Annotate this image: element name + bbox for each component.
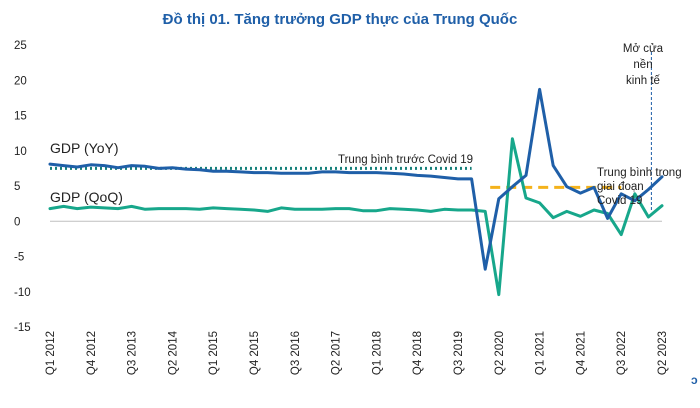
y-tick-label: 25	[14, 40, 27, 52]
x-tick-label: Q2 2020	[494, 331, 506, 375]
y-tick-label: -10	[14, 287, 31, 299]
y-tick-label: -15	[14, 322, 31, 334]
y-tick-label: 15	[14, 111, 27, 123]
x-tick-label: Q4 2021	[575, 331, 587, 375]
x-tick-label: Q1 2015	[208, 331, 220, 375]
x-tick-label: Q2 2014	[167, 330, 179, 375]
x-tick-label: Q3 2022	[616, 331, 628, 375]
x-tick-label: Q2 2017	[331, 331, 343, 375]
series-lines	[48, 87, 664, 297]
covid-average-label: Trung bình trong giai đoạn Covid 19	[597, 167, 682, 207]
x-tick-label: Q1 2021	[535, 331, 547, 375]
x-tick-label: Q2 2023	[657, 331, 669, 375]
y-tick-label: 5	[14, 181, 20, 193]
y-tick-label: -5	[14, 252, 24, 264]
x-tick-label: Q3 2019	[453, 331, 465, 375]
reopening-label: Mở cửa nền kinh tế	[623, 43, 664, 87]
series-label-qoq: GDP (QoQ)	[50, 189, 123, 205]
pre-covid-average-label: Trung bình trước Covid 19	[338, 154, 473, 166]
gdp-qoq-line	[48, 137, 664, 297]
x-tick-label: Q1 2012	[45, 331, 57, 375]
y-tick-label: 20	[14, 75, 27, 87]
x-axis: Q1 2012 Q4 2012 Q3 2013 Q2 2014 Q1 2015 Q4 20…	[45, 330, 669, 375]
y-tick-label: 10	[14, 146, 27, 158]
series-labels: GDP (YoY) GDP (QoQ) Trung bình trước Covid…	[50, 43, 682, 207]
y-tick-label: 0	[14, 216, 20, 228]
corner-mark: ɔ	[691, 373, 698, 387]
x-tick-label: Q4 2015	[249, 331, 261, 375]
x-tick-label: Q3 2016	[290, 331, 302, 375]
x-tick-label: Q4 2018	[412, 331, 424, 375]
x-tick-label: Q1 2018	[371, 331, 383, 375]
x-tick-label: Q3 2013	[127, 331, 139, 375]
x-tick-label: Q4 2012	[86, 331, 98, 375]
gdp-yoy-line	[48, 87, 664, 271]
chart-title: Đồ thị 01. Tăng trưởng GDP thực của Trun…	[163, 11, 518, 28]
y-axis: 25 20 15 10 5 0 -5 -10 -15	[14, 40, 31, 334]
series-label-yoy: GDP (YoY)	[50, 140, 118, 156]
